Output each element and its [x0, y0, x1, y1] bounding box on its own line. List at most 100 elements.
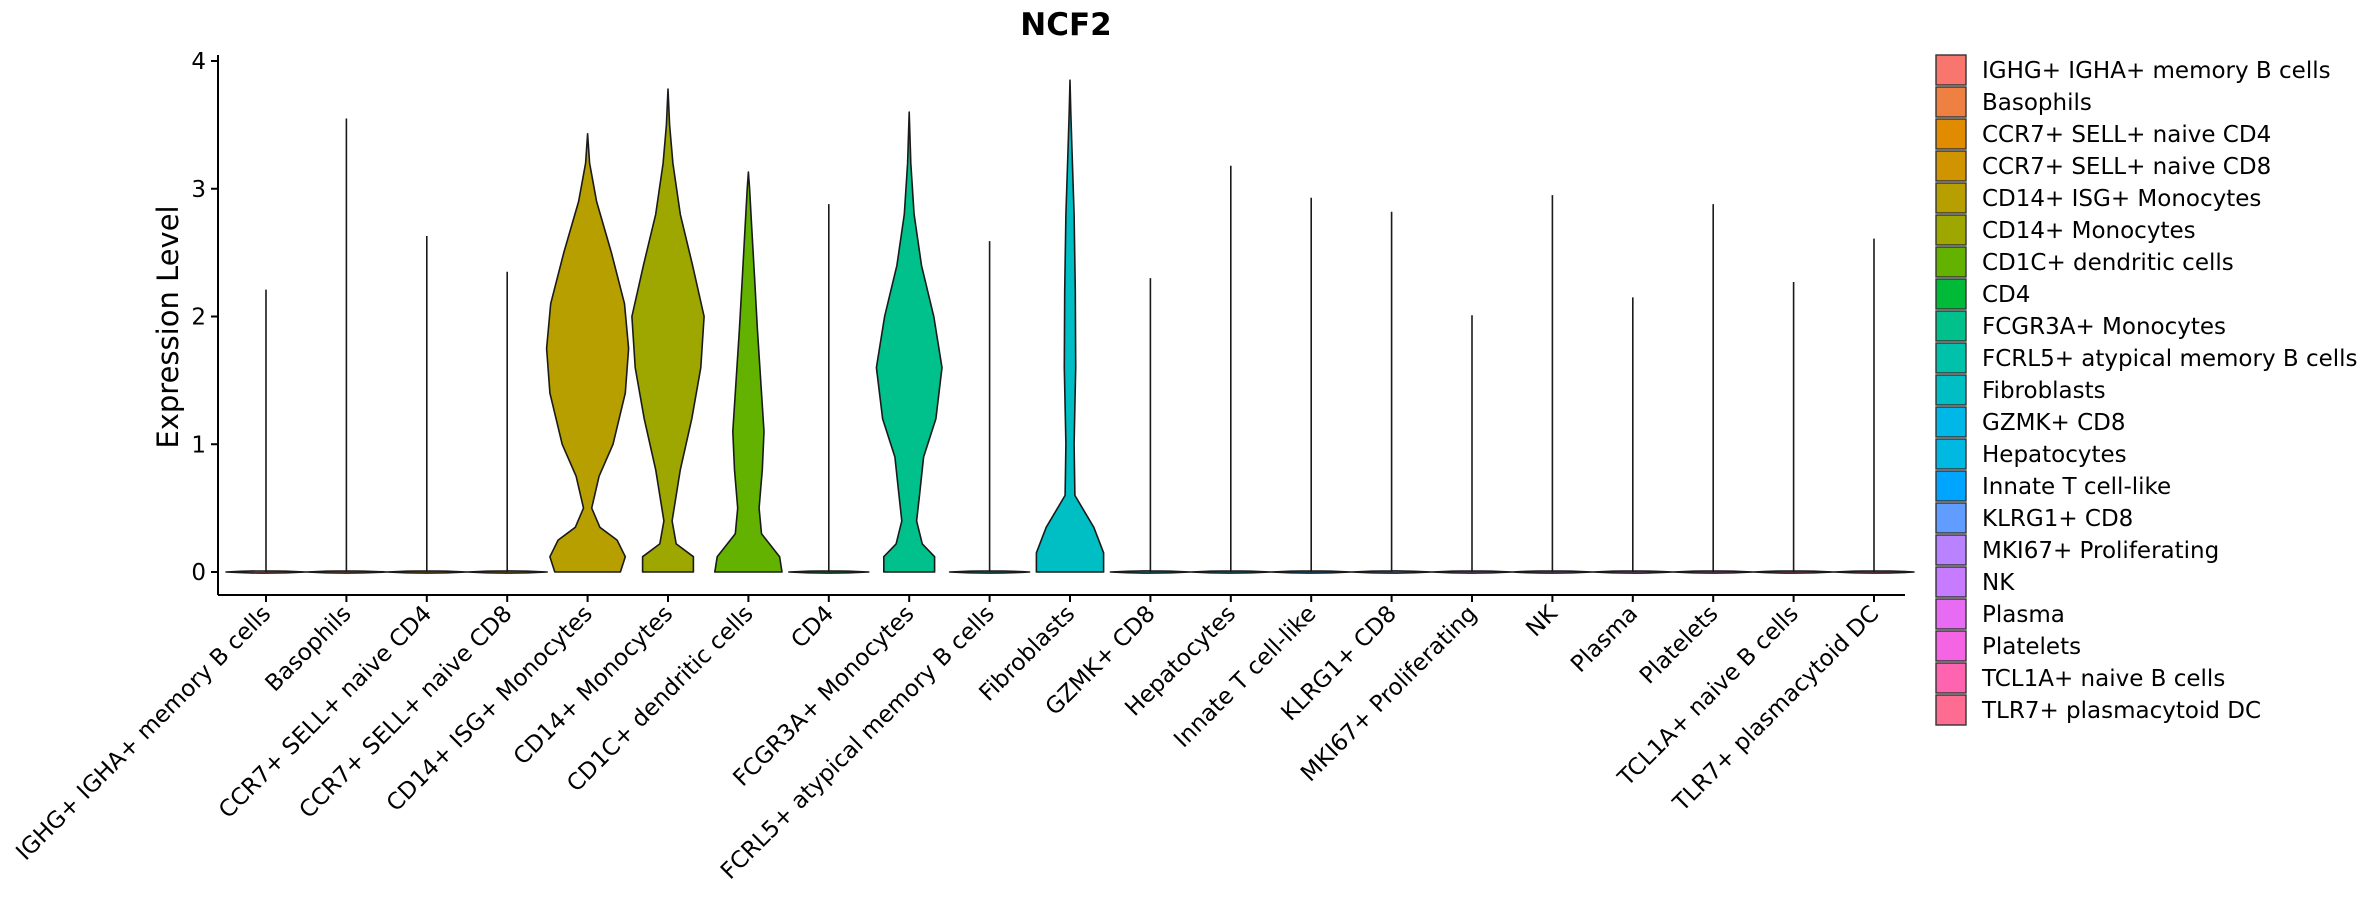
x-tick-label: CD14+ Monocytes — [509, 601, 678, 770]
legend-item: CD4 — [1935, 278, 2030, 310]
legend-item: CD14+ Monocytes — [1935, 214, 2196, 246]
violin-2 — [305, 118, 388, 574]
legend-label: CD14+ Monocytes — [1982, 218, 2196, 244]
legend-item: Plasma — [1935, 598, 2065, 630]
legend-swatch — [1935, 214, 1967, 246]
legend-swatch — [1935, 246, 1967, 278]
chart-title: NCF2 — [1020, 7, 1111, 43]
legend: IGHG+ IGHA+ memory B cells Basophils CCR7+… — [1935, 54, 2358, 726]
violin-5 — [545, 133, 630, 573]
legend-item: Hepatocytes — [1935, 438, 2127, 470]
legend-label: KLRG1+ CD8 — [1982, 506, 2133, 532]
legend-swatch — [1935, 278, 1967, 310]
violin-10 — [948, 241, 1031, 574]
violin-3 — [386, 236, 468, 574]
legend-label: Fibroblasts — [1982, 378, 2106, 404]
legend-label: Basophils — [1982, 90, 2092, 116]
legend-swatch — [1935, 310, 1967, 342]
violin-1 — [225, 289, 307, 574]
violin-21 — [1833, 238, 1915, 574]
legend-item: Basophils — [1935, 86, 2092, 118]
violin-8 — [788, 204, 870, 574]
legend-item: Fibroblasts — [1935, 374, 2106, 406]
legend-label: IGHG+ IGHA+ memory B cells — [1982, 58, 2331, 84]
violin-16 — [1431, 315, 1513, 574]
legend-label: FCGR3A+ Monocytes — [1982, 314, 2226, 340]
legend-swatch — [1935, 694, 1967, 726]
violin-14 — [1270, 197, 1352, 574]
legend-swatch — [1935, 342, 1967, 374]
legend-label: MKI67+ Proliferating — [1982, 538, 2219, 564]
violin-20 — [1752, 282, 1835, 574]
y-axis-label: Expression Level — [151, 205, 185, 448]
violin-17 — [1511, 195, 1594, 574]
legend-swatch — [1935, 566, 1967, 598]
legend-item: IGHG+ IGHA+ memory B cells — [1935, 54, 2331, 86]
legend-label: CD1C+ dendritic cells — [1982, 250, 2234, 276]
legend-item: Innate T cell-like — [1935, 470, 2171, 502]
legend-item: FCGR3A+ Monocytes — [1935, 310, 2226, 342]
y-tick-label: 3 — [191, 177, 206, 203]
legend-label: Innate T cell-like — [1982, 474, 2171, 500]
legend-swatch — [1935, 438, 1967, 470]
x-tick-label: IGHG+ IGHA+ memory B cells — [11, 601, 276, 866]
legend-item: TLR7+ plasmacytoid DC — [1935, 694, 2261, 726]
y-tick-label: 4 — [191, 49, 206, 75]
legend-swatch — [1935, 374, 1967, 406]
x-tick-label: Plasma — [1566, 601, 1643, 678]
legend-item: Platelets — [1935, 630, 2081, 662]
violin-15 — [1350, 211, 1433, 574]
legend-swatch — [1935, 150, 1967, 182]
legend-item: CCR7+ SELL+ naive CD4 — [1935, 118, 2271, 150]
legend-swatch — [1935, 534, 1967, 566]
legend-item: CD1C+ dendritic cells — [1935, 246, 2234, 278]
legend-swatch — [1935, 182, 1967, 214]
legend-label: Hepatocytes — [1982, 442, 2127, 468]
y-tick-label: 1 — [191, 432, 206, 458]
legend-label: CCR7+ SELL+ naive CD8 — [1982, 154, 2271, 180]
legend-label: Platelets — [1982, 634, 2081, 660]
violin-18 — [1592, 297, 1674, 574]
violin-9 — [875, 111, 943, 573]
legend-swatch — [1935, 502, 1967, 534]
violin-11 — [1035, 79, 1105, 573]
legend-item: GZMK+ CD8 — [1935, 406, 2126, 438]
legend-label: CD4 — [1982, 282, 2030, 308]
legend-label: CCR7+ SELL+ naive CD4 — [1982, 122, 2271, 148]
legend-swatch — [1935, 470, 1967, 502]
violin-19 — [1672, 204, 1754, 574]
legend-item: CCR7+ SELL+ naive CD8 — [1935, 150, 2271, 182]
violin-13 — [1190, 165, 1272, 574]
legend-label: TLR7+ plasmacytoid DC — [1981, 698, 2261, 724]
legend-label: GZMK+ CD8 — [1982, 410, 2126, 436]
legend-swatch — [1935, 598, 1967, 630]
legend-swatch — [1935, 118, 1967, 150]
legend-item: KLRG1+ CD8 — [1935, 502, 2133, 534]
legend-swatch — [1935, 406, 1967, 438]
legend-label: NK — [1982, 570, 2015, 596]
x-tick-label: NK — [1521, 600, 1563, 642]
legend-label: FCRL5+ atypical memory B cells — [1982, 346, 2358, 372]
legend-item: FCRL5+ atypical memory B cells — [1935, 342, 2358, 374]
legend-item: CD14+ ISG+ Monocytes — [1935, 182, 2261, 214]
legend-label: TCL1A+ naive B cells — [1981, 666, 2225, 692]
violin-12 — [1109, 278, 1192, 574]
violin-7 — [714, 171, 783, 573]
violin-4 — [466, 271, 548, 574]
legend-swatch — [1935, 86, 1967, 118]
legend-swatch — [1935, 54, 1967, 86]
legend-label: Plasma — [1982, 602, 2065, 628]
legend-item: NK — [1935, 566, 2015, 598]
y-tick-label: 2 — [191, 305, 206, 331]
violin-6 — [631, 88, 705, 573]
legend-item: MKI67+ Proliferating — [1935, 534, 2219, 566]
legend-swatch — [1935, 630, 1967, 662]
x-tick-label: CD4 — [786, 601, 839, 654]
legend-item: TCL1A+ naive B cells — [1935, 662, 2225, 694]
legend-label: CD14+ ISG+ Monocytes — [1982, 186, 2261, 212]
y-tick-label: 0 — [191, 560, 206, 586]
legend-swatch — [1935, 662, 1967, 694]
x-tick-label: Innate T cell-like — [1169, 601, 1321, 753]
